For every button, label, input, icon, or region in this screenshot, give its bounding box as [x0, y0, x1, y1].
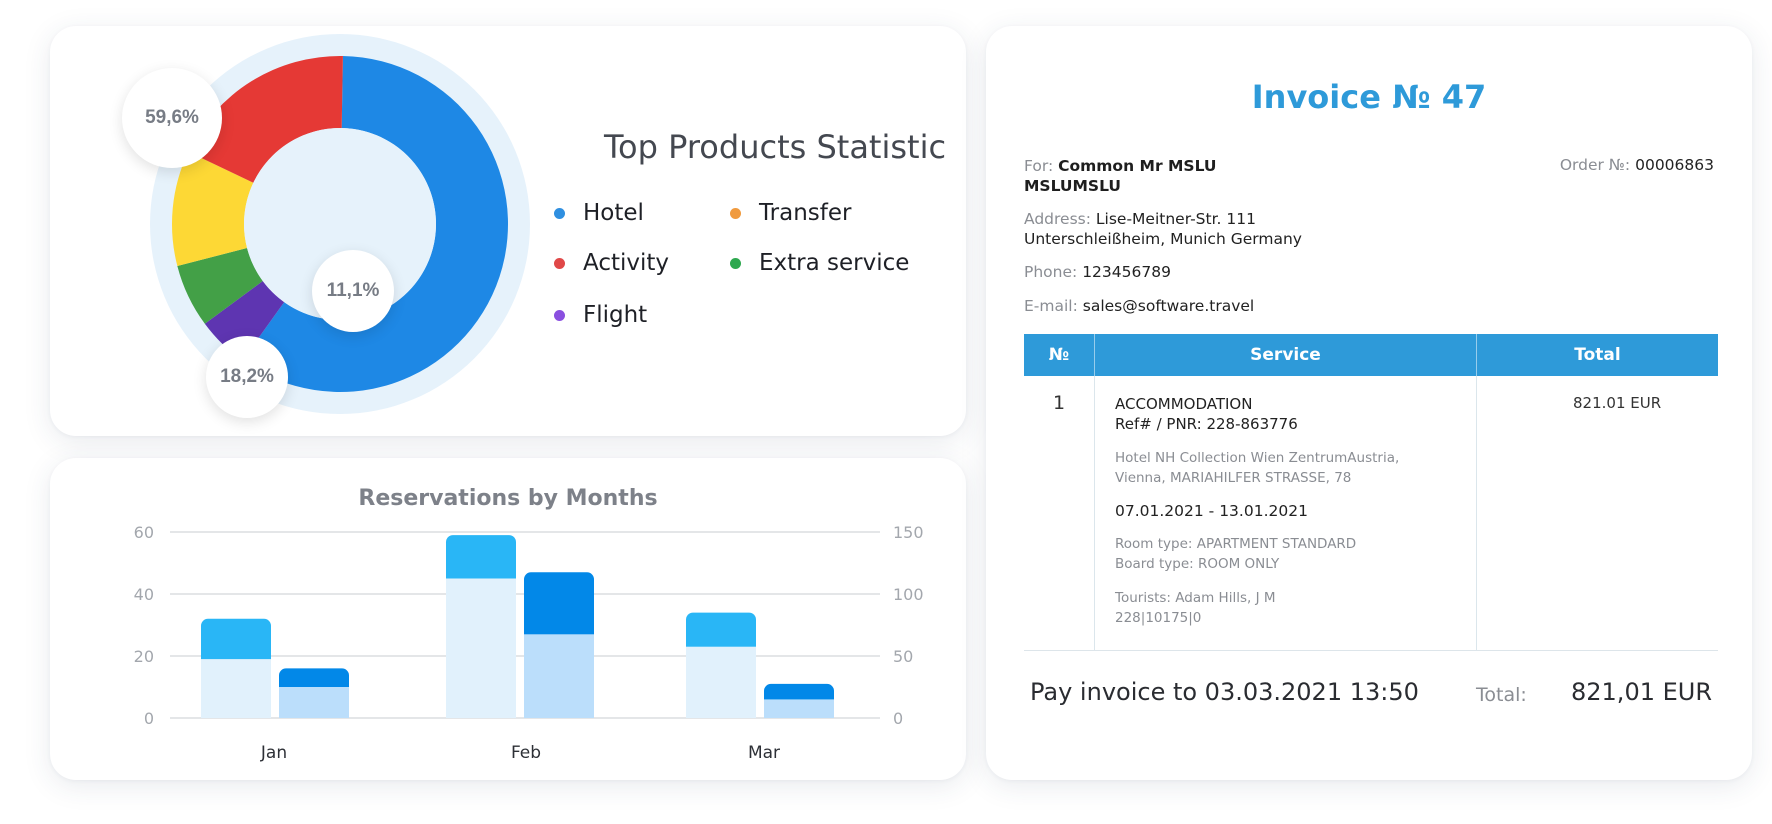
- invoice-title: Invoice № 47: [1251, 78, 1487, 116]
- y-left-tick-label: 20: [134, 647, 154, 666]
- invoice-card: Invoice № 47 For: Common Mr MSLU MSLUMSL…: [986, 26, 1752, 780]
- legend-label: Transfer: [759, 200, 852, 226]
- legend-dot-icon: [554, 309, 565, 321]
- service-ref: Ref# / PNR: 228-863776: [1115, 415, 1298, 433]
- pie-slice-transfer: [172, 151, 254, 267]
- data-label-transfer: 11,1%: [312, 250, 394, 332]
- header-total: Total: [1574, 345, 1621, 365]
- row-total: 821.01 EUR: [1573, 394, 1662, 412]
- y-right-tick-label: 50: [893, 647, 913, 666]
- legend-dot-icon: [730, 257, 741, 269]
- x-tick-label: Jan: [260, 743, 287, 763]
- hotel-line2: Vienna, MARIAHILFER STRASSE, 78: [1115, 470, 1352, 486]
- total-label: Total:: [1476, 684, 1527, 706]
- phone-value: 123456789: [1082, 263, 1171, 281]
- data-label-hotel: 59,6%: [122, 68, 222, 168]
- legend-item-hotel: Hotel: [554, 200, 644, 226]
- legend-item-flight: Flight: [554, 302, 647, 328]
- y-right-tick-label: 150: [893, 523, 924, 542]
- customer-name-line2: MSLUMSLU: [1024, 177, 1121, 195]
- legend-item-activity: Activity: [554, 250, 669, 276]
- x-tick-label: Feb: [511, 743, 541, 763]
- bar-inner-feb-series2: [524, 634, 594, 718]
- legend-dot-icon: [554, 207, 565, 219]
- bar-chart: 0 0 20 50 40 100 60 150 Jan Feb Mar: [134, 523, 924, 763]
- invoice-address: Address: Lise-Meitner-Str. 111 Unterschl…: [1024, 209, 1302, 249]
- for-label: For:: [1024, 157, 1054, 175]
- invoice-email: E-mail: sales@software.travel: [1024, 296, 1254, 316]
- hotel-line1: Hotel NH Collection Wien ZentrumAustria,: [1115, 450, 1400, 466]
- legend-label: Extra service: [759, 250, 910, 276]
- legend-label: Activity: [583, 250, 670, 276]
- address-line1: Lise-Meitner-Str. 111: [1095, 210, 1256, 228]
- y-left-tick-label: 60: [134, 523, 154, 542]
- legend-dot-icon: [730, 207, 741, 219]
- bar-inner-feb-series1: [446, 578, 516, 718]
- order-label: Order №:: [1559, 156, 1631, 174]
- order-number: Order №: 00006863: [1560, 156, 1714, 174]
- pie-slice-extra-service: [177, 248, 263, 324]
- address-label: Address:: [1024, 210, 1091, 228]
- table-header: № Service Total: [1024, 334, 1718, 376]
- header-service: Service: [1095, 334, 1477, 376]
- x-tick-label: Mar: [748, 743, 780, 763]
- legend-dot-icon: [554, 257, 565, 269]
- legend-item-extra-service: Extra service: [730, 250, 909, 276]
- legend-label: Hotel: [583, 200, 644, 226]
- phone-label: Phone:: [1024, 263, 1078, 281]
- total-value: 821,01 EUR: [1571, 678, 1713, 706]
- header-number: №: [1024, 334, 1095, 376]
- bar-inner-mar-series1: [686, 646, 756, 718]
- email-label: E-mail:: [1024, 297, 1078, 315]
- y-right-tick-label: 0: [893, 709, 903, 728]
- pie-slice-activity: [188, 55, 343, 183]
- legend-label: Flight: [583, 302, 648, 328]
- invoice-phone: Phone: 123456789: [1024, 262, 1171, 282]
- customer-name: Common Mr MSLU: [1058, 157, 1217, 175]
- bar-inner-mar-series2: [764, 699, 834, 718]
- reservations-card: Reservations by Months 0 0 20 50 40 100 60 150 J…: [50, 458, 966, 780]
- table-row: 1 ACCOMMODATION Ref# / PNR: 228-863776 H…: [1024, 376, 1718, 651]
- address-line2: Unterschleißheim, Munich Germany: [1024, 230, 1302, 248]
- pie-slice-flight: [204, 281, 285, 361]
- tourists: Tourists: Adam Hills, J M: [1115, 590, 1276, 606]
- invoice-table: № Service Total 1 ACCOMMODATION Ref# / P…: [1024, 334, 1718, 651]
- service-cell: ACCOMMODATION Ref# / PNR: 228-863776 Hot…: [1095, 376, 1477, 650]
- y-right-tick-label: 100: [893, 585, 924, 604]
- bar-inner-jan-series1: [201, 659, 271, 718]
- row-number: 1: [1024, 376, 1095, 650]
- legend-item-transfer: Transfer: [730, 200, 851, 226]
- data-label-activity: 18,2%: [206, 336, 288, 418]
- top-products-card: 59,6% 11,1% 18,2% Top Products Statistic…: [50, 26, 966, 436]
- y-left-tick-label: 0: [144, 709, 154, 728]
- invoice-for: For: Common Mr MSLU MSLUMSLU: [1024, 156, 1216, 196]
- chart-title: Reservations by Months: [358, 486, 658, 511]
- email-value: sales@software.travel: [1082, 297, 1255, 315]
- pay-deadline: Pay invoice to 03.03.2021 13:50: [1030, 678, 1419, 706]
- pie-slice-hotel: [242, 56, 508, 393]
- board-type: Board type: ROOM ONLY: [1115, 556, 1280, 572]
- order-value: 00006863: [1635, 156, 1714, 174]
- service-title: ACCOMMODATION: [1115, 395, 1253, 413]
- service-dates: 07.01.2021 - 13.01.2021: [1115, 502, 1308, 520]
- room-type: Room type: APARTMENT STANDARD: [1115, 536, 1357, 552]
- y-left-tick-label: 40: [134, 585, 154, 604]
- bar-inner-jan-series2: [279, 687, 349, 718]
- booking-code: 228|10175|0: [1115, 610, 1202, 626]
- chart-title: Top Products Statistic: [603, 128, 947, 166]
